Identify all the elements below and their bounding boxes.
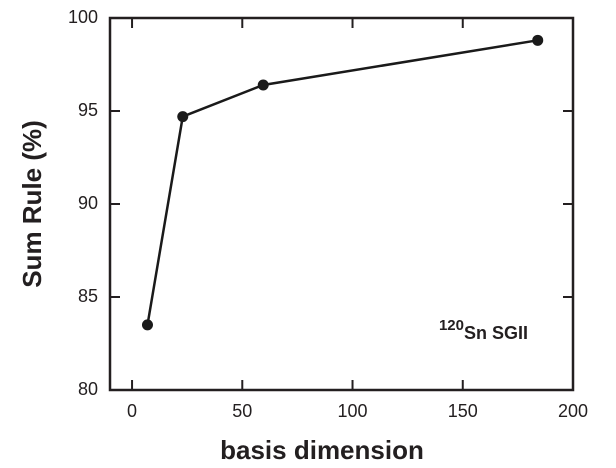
data-point <box>141 319 153 331</box>
y-tick-label: 95 <box>78 100 98 120</box>
annotation-text: Sn SGII <box>464 323 528 343</box>
y-tick-label: 85 <box>78 286 98 306</box>
annotation: 120Sn SGII <box>439 317 528 343</box>
y-tick-label: 80 <box>78 379 98 399</box>
x-tick-label: 100 <box>338 401 368 421</box>
data-point <box>257 79 269 91</box>
x-tick-label: 0 <box>127 401 137 421</box>
y-axis-label: Sum Rule (%) <box>17 120 47 288</box>
data-line <box>146 39 538 326</box>
x-tick-label: 50 <box>232 401 252 421</box>
x-tick-label: 200 <box>558 401 588 421</box>
annotation-superscript: 120 <box>439 317 464 334</box>
y-tick-label: 100 <box>68 7 98 27</box>
x-axis-label: basis dimension <box>220 435 424 465</box>
data-point <box>177 111 189 123</box>
x-tick-label: 150 <box>448 401 478 421</box>
data-point <box>532 34 544 46</box>
y-tick-label: 90 <box>78 193 98 213</box>
